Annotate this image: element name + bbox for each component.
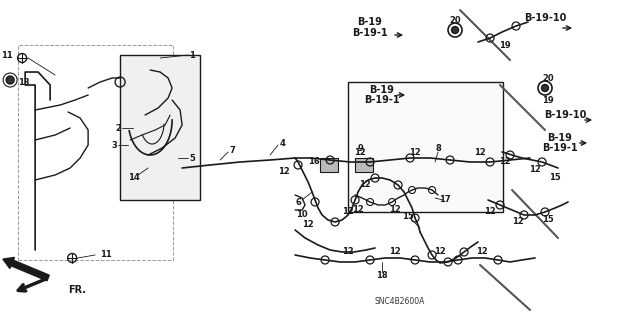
- Text: 12: 12: [342, 207, 354, 217]
- Bar: [18, 45, 173, 260]
- Text: 10: 10: [296, 211, 308, 219]
- Text: 3: 3: [111, 140, 117, 150]
- Text: 12: 12: [354, 147, 366, 157]
- Text: 12: 12: [302, 220, 314, 229]
- Circle shape: [541, 85, 548, 92]
- Text: 15: 15: [549, 174, 561, 182]
- Text: 13: 13: [18, 78, 30, 86]
- Bar: [355, 158, 373, 172]
- Text: SNC4B2600A: SNC4B2600A: [375, 298, 425, 307]
- Bar: [120, 55, 200, 200]
- Text: 8: 8: [435, 144, 441, 152]
- Text: B-19: B-19: [370, 85, 394, 95]
- Circle shape: [6, 76, 14, 84]
- Text: 20: 20: [449, 16, 461, 25]
- Text: 18: 18: [376, 271, 388, 280]
- Text: FR.: FR.: [68, 285, 86, 295]
- Text: B-19-1: B-19-1: [364, 95, 400, 105]
- Text: 12: 12: [484, 207, 496, 217]
- Text: 12: 12: [434, 248, 446, 256]
- Text: 20: 20: [542, 73, 554, 83]
- Text: 12: 12: [352, 205, 364, 214]
- Text: 12: 12: [476, 248, 488, 256]
- Text: 12: 12: [409, 147, 421, 157]
- Text: 15: 15: [542, 216, 554, 225]
- Text: 12: 12: [529, 166, 541, 174]
- Text: 14: 14: [128, 174, 140, 182]
- Text: B-19-10: B-19-10: [524, 13, 566, 23]
- Text: 12: 12: [389, 205, 401, 214]
- Text: 12: 12: [512, 218, 524, 226]
- Text: 12: 12: [342, 248, 354, 256]
- Circle shape: [452, 26, 458, 33]
- FancyArrow shape: [3, 257, 49, 281]
- Text: 17: 17: [439, 196, 451, 204]
- Text: 11: 11: [1, 50, 13, 60]
- Text: 11: 11: [100, 250, 112, 259]
- Text: 12: 12: [278, 167, 290, 176]
- Text: 5: 5: [189, 153, 195, 162]
- Text: B-19: B-19: [548, 133, 572, 143]
- Bar: [348, 82, 503, 212]
- Text: 12: 12: [389, 248, 401, 256]
- Bar: [320, 158, 338, 172]
- Text: 12: 12: [474, 147, 486, 157]
- Text: B-19-10: B-19-10: [544, 110, 586, 120]
- Text: 1: 1: [189, 50, 195, 60]
- Text: 12: 12: [359, 181, 371, 189]
- Text: 12: 12: [499, 158, 511, 167]
- Text: 16: 16: [308, 158, 320, 167]
- Text: B-19: B-19: [358, 17, 383, 27]
- Text: 19: 19: [499, 41, 511, 49]
- Text: 4: 4: [279, 138, 285, 147]
- Text: 6: 6: [295, 198, 301, 207]
- Text: 9: 9: [357, 144, 363, 152]
- Text: 15: 15: [402, 212, 414, 221]
- Text: B-19-1: B-19-1: [542, 143, 578, 153]
- Text: B-19-1: B-19-1: [352, 28, 388, 38]
- Text: 19: 19: [542, 95, 554, 105]
- Text: 2: 2: [115, 123, 121, 132]
- Text: 7: 7: [229, 145, 235, 154]
